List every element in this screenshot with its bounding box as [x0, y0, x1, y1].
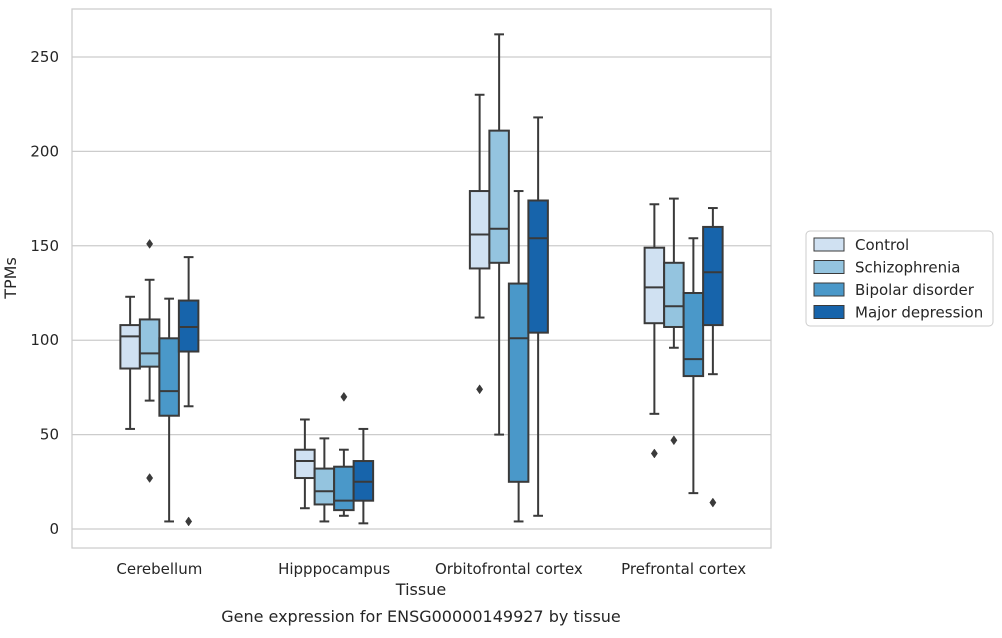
y-tick-label: 100: [30, 331, 59, 349]
box: [138, 318, 161, 368]
box: [333, 465, 355, 512]
y-tick-label: 150: [30, 237, 59, 255]
box: [313, 467, 336, 506]
outlier-point: [146, 238, 154, 249]
x-tick-label: Prefrontal cortex: [621, 560, 746, 578]
box: [663, 261, 685, 328]
legend-label: Major depression: [855, 304, 983, 322]
outlier-point: [709, 497, 717, 508]
legend: Control Schizophrenia Bipolar disorder Majo…: [805, 230, 994, 327]
box: [527, 199, 549, 334]
legend-swatch: [813, 305, 845, 319]
plot-frame: [71, 8, 772, 549]
legend-frame: [805, 230, 994, 327]
legend-label: Schizophrenia: [855, 259, 960, 277]
outlier-point: [650, 448, 658, 459]
y-axis-label: TPMs: [1, 257, 20, 300]
box: [119, 324, 141, 370]
box: [643, 246, 666, 325]
outlier-point: [146, 473, 154, 483]
y-tick-label: 200: [30, 142, 59, 160]
y-tick-labels: 0 50 100 150 200 250: [30, 48, 59, 538]
box: [702, 225, 724, 327]
series-control: [119, 93, 666, 510]
outlier-point: [670, 435, 678, 446]
outlier-point: [185, 516, 193, 527]
figure-caption: Gene expression for ENSG00000149927 by t…: [221, 607, 621, 626]
x-tick-label: Cerebellum: [116, 560, 202, 578]
outlier-point: [476, 384, 484, 395]
box: [468, 190, 491, 270]
y-tick-label: 50: [40, 426, 59, 444]
box: [294, 448, 316, 480]
legend-swatch: [813, 260, 845, 274]
outlier-point: [340, 391, 348, 402]
x-tick-label: Hipppocampus: [278, 560, 390, 578]
box-series: [119, 33, 724, 527]
series-major-depression: [177, 116, 724, 527]
box: [488, 129, 510, 264]
y-tick-label: 0: [49, 520, 59, 538]
series-schizophrenia: [138, 33, 685, 523]
x-tick-label: Orbitofrontal cortex: [435, 560, 583, 578]
y-tick-label: 250: [30, 48, 59, 66]
legend-swatch: [813, 282, 845, 297]
legend-swatch: [813, 237, 845, 252]
legend-label: Bipolar disorder: [855, 281, 975, 299]
box: [682, 292, 705, 378]
box: [507, 282, 530, 483]
x-tick-labels: Cerebellum Hipppocampus Orbitofrontal cort…: [116, 560, 746, 578]
legend-label: Control: [855, 236, 909, 254]
series-bipolar-disorder: [158, 190, 705, 523]
box: [158, 337, 180, 417]
x-axis-label: Tissue: [395, 580, 446, 599]
